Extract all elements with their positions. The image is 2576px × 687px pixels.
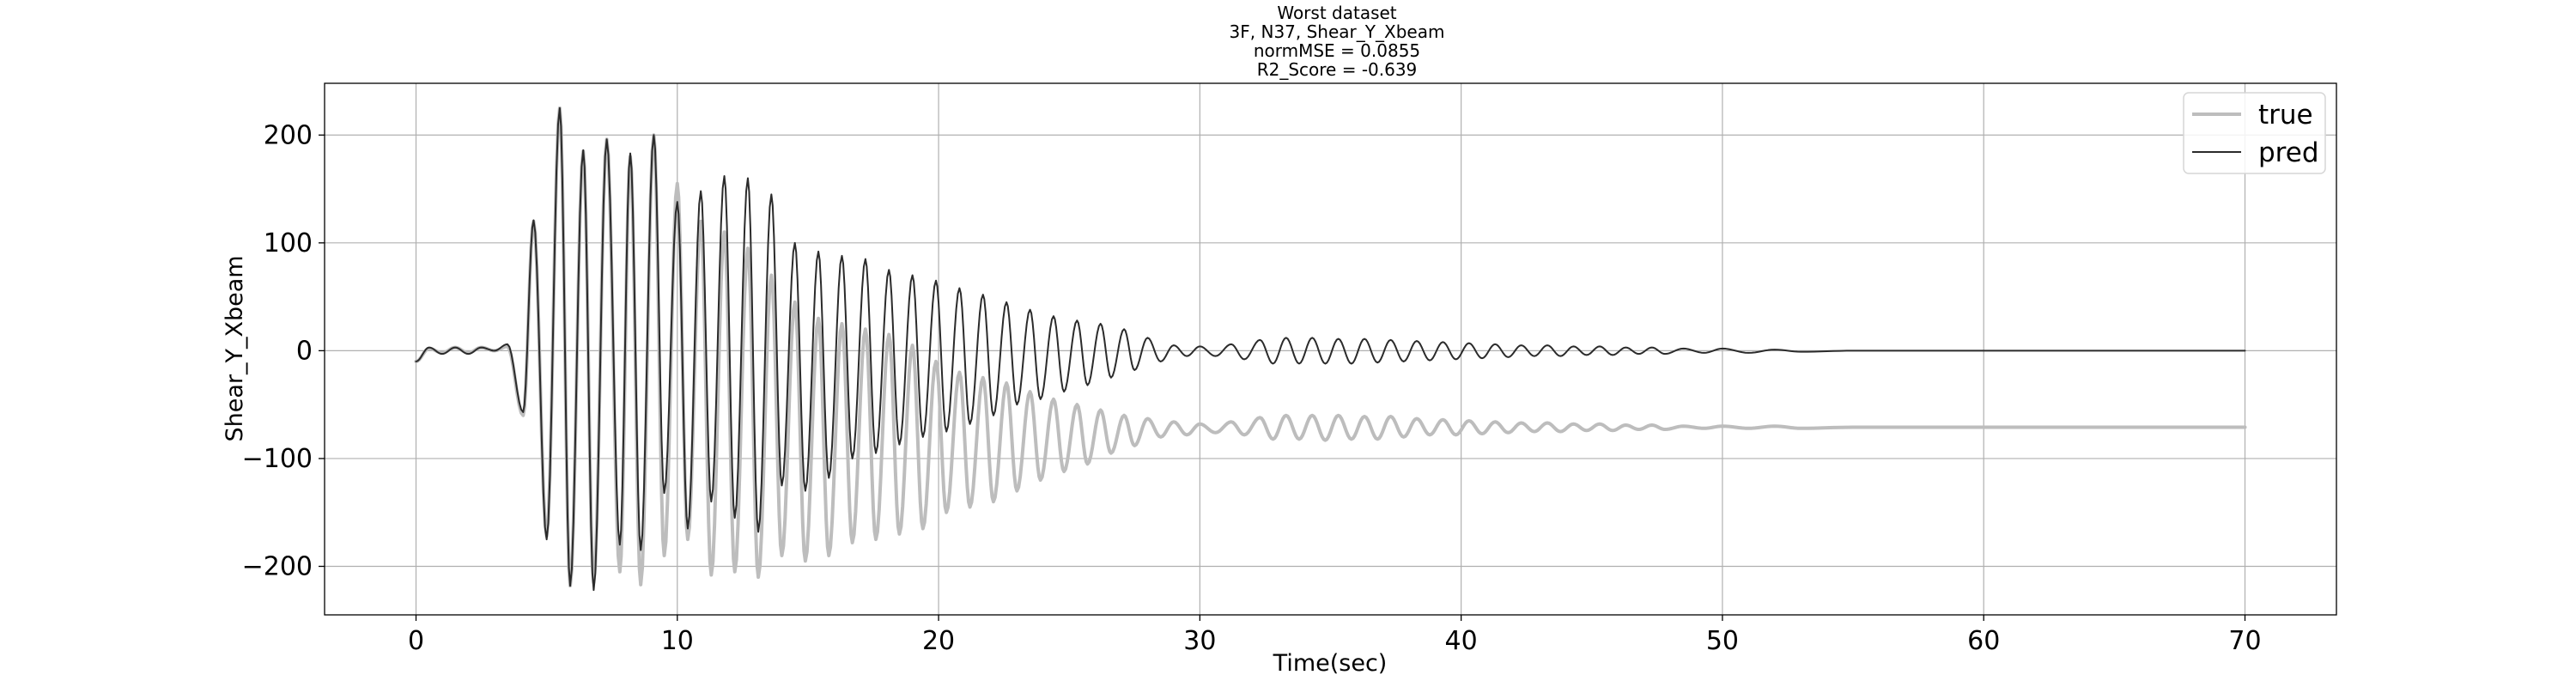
legend-label-true: true xyxy=(2258,100,2313,131)
x-tick-label: 30 xyxy=(1183,626,1216,656)
y-axis-label: Shear_Y_Xbeam xyxy=(222,255,248,441)
y-tick-label: 200 xyxy=(264,120,313,150)
title-line-4: R2_Score = -0.639 xyxy=(1257,59,1418,80)
x-tick-label: 10 xyxy=(661,626,694,656)
title-line-1: Worst dataset xyxy=(1277,3,1396,23)
legend-label-pred: pred xyxy=(2258,137,2319,168)
x-tick-label: 60 xyxy=(1967,626,2000,656)
legend: true pred xyxy=(2183,92,2326,174)
x-axis-label: Time(sec) xyxy=(1273,650,1388,677)
y-tick-label: −100 xyxy=(242,444,313,474)
axis-ticks: 0 10 20 30 40 50 60 70 −200 −100 0 100 200 xyxy=(242,120,2262,656)
chart-title: Worst dataset 3F, N37, Shear_Y_Xbeam nor… xyxy=(1230,3,1445,80)
series-layer xyxy=(414,106,2247,592)
y-tick-label: −200 xyxy=(242,551,313,581)
series-line-pred xyxy=(415,106,2246,592)
series-line-true xyxy=(414,106,2247,588)
x-tick-label: 50 xyxy=(1706,626,1739,656)
title-line-3: normMSE = 0.0855 xyxy=(1254,40,1420,61)
y-tick-label: 100 xyxy=(264,228,313,258)
plot-area-frame xyxy=(324,82,2337,616)
title-line-2: 3F, N37, Shear_Y_Xbeam xyxy=(1230,21,1445,42)
x-tick-label: 0 xyxy=(408,626,424,656)
y-tick-label: 0 xyxy=(296,336,313,366)
x-tick-label: 40 xyxy=(1445,626,1478,656)
x-tick-label: 70 xyxy=(2228,626,2261,656)
x-tick-label: 20 xyxy=(922,626,955,656)
